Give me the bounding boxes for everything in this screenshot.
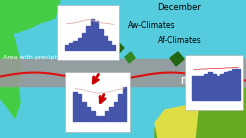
Bar [220, 74, 224, 100]
Bar [112, 45, 115, 50]
Bar [96, 116, 99, 121]
Bar [185, 55, 243, 110]
Text: ITCZ: ITCZ [180, 76, 200, 86]
Polygon shape [0, 0, 60, 33]
Polygon shape [155, 88, 246, 138]
Bar [0, 59, 246, 86]
Bar [65, 72, 130, 132]
Bar [224, 72, 228, 100]
Polygon shape [125, 52, 135, 63]
Bar [91, 112, 95, 121]
Bar [118, 95, 122, 121]
Bar [73, 92, 77, 121]
Text: Af-Climates: Af-Climates [158, 36, 202, 45]
Bar [82, 33, 85, 50]
Bar [108, 41, 111, 50]
Text: Aw-Climates: Aw-Climates [128, 21, 176, 30]
Bar [200, 76, 204, 100]
Bar [232, 69, 236, 100]
Bar [78, 95, 81, 121]
Bar [78, 38, 81, 50]
Bar [105, 112, 108, 121]
Bar [99, 29, 103, 50]
Bar [109, 107, 113, 121]
Bar [82, 102, 86, 121]
Bar [100, 116, 104, 121]
Bar [123, 87, 126, 121]
Bar [57, 5, 119, 60]
Bar [104, 36, 107, 50]
Text: December: December [157, 3, 201, 12]
Bar [192, 76, 196, 100]
Bar [114, 102, 117, 121]
Text: Area with precipitation: Area with precipitation [3, 55, 75, 60]
Bar [95, 21, 98, 50]
Bar [208, 72, 212, 100]
Bar [91, 19, 94, 50]
Bar [236, 69, 240, 100]
Bar [86, 26, 90, 50]
Bar [212, 74, 216, 100]
Bar [229, 71, 232, 100]
Polygon shape [155, 106, 198, 138]
Bar [74, 41, 77, 50]
Bar [204, 74, 208, 100]
Bar [216, 76, 220, 100]
Polygon shape [110, 42, 124, 56]
Bar [87, 107, 90, 121]
Polygon shape [0, 0, 22, 118]
Polygon shape [170, 52, 184, 66]
Bar [69, 43, 73, 50]
Bar [196, 76, 200, 100]
Bar [65, 45, 68, 50]
